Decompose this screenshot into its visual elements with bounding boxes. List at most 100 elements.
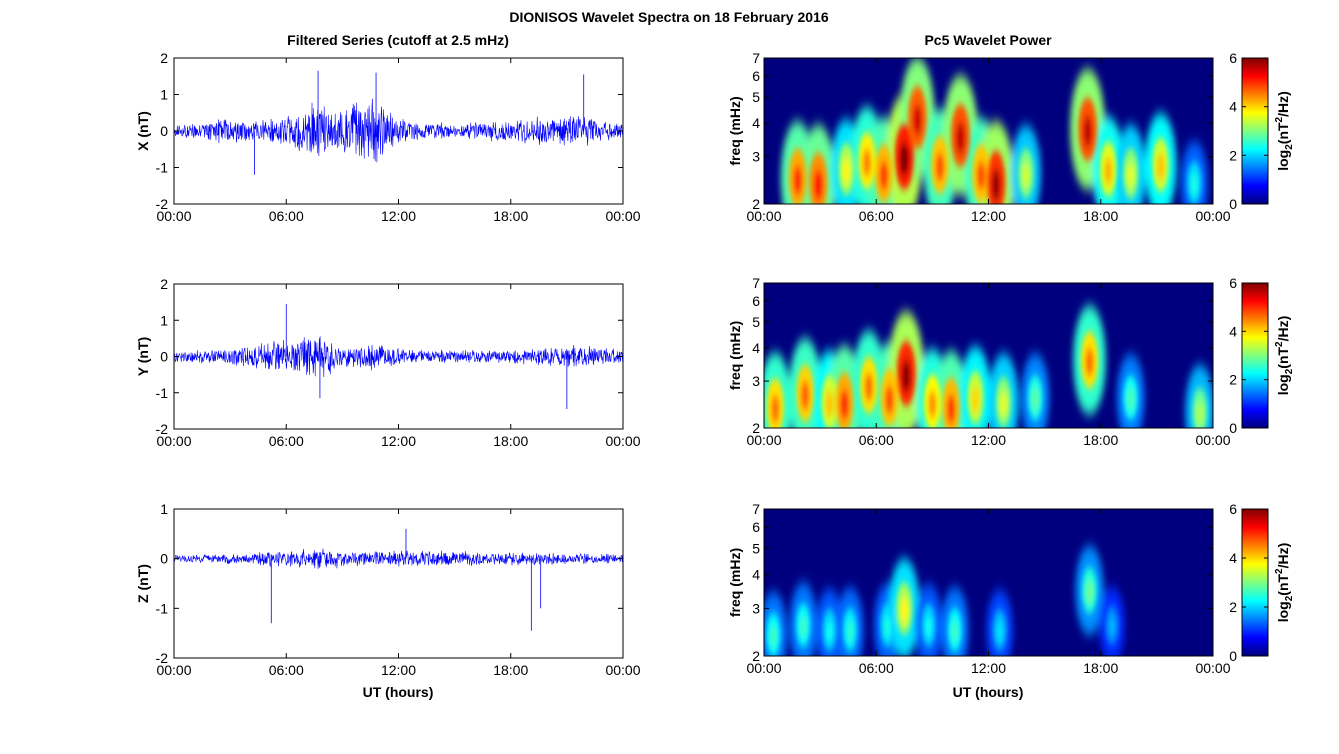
colorbar-tick-label: 2	[1229, 372, 1237, 388]
x-tick-label: 00:00	[605, 662, 640, 678]
y-tick-label: 0	[160, 551, 168, 567]
y-axis-label: Z (nT)	[135, 564, 151, 603]
power-peak	[825, 390, 834, 418]
colorbar-tick-label: 0	[1229, 648, 1237, 664]
colorbar-ramp	[1241, 282, 1269, 429]
x-tick-label: 00:00	[746, 660, 781, 676]
power-peak	[846, 620, 854, 643]
x-tick-label: 18:00	[493, 662, 528, 678]
x-tick-label: 06:00	[269, 662, 304, 678]
power-peak	[1196, 401, 1204, 427]
y-tick-label: 6	[752, 68, 760, 84]
colorbar-label-part: 2	[1284, 144, 1295, 150]
x-tick-label: 00:00	[605, 208, 640, 224]
y-tick-label: 5	[752, 540, 760, 556]
wavelet-map-y: 2 3 4 5 6 7 00:00 06:00 12:00 18:00 00:00 freq (mHz…	[727, 275, 1231, 448]
colorbar-tick-label: 2	[1229, 147, 1237, 163]
colorbar-ramp	[1241, 57, 1269, 205]
y-tick-label: 6	[752, 293, 760, 309]
x-tick-label: 18:00	[493, 208, 528, 224]
colorbar-label-part: (nT	[1275, 347, 1291, 369]
power-peak	[1085, 347, 1094, 377]
wavelet-power-panels: 2 3 4 5 6 7 00:00 06:00 12:00 18:00 00:00 freq (mHz…	[727, 50, 1231, 676]
colorbar-label-part: (nT	[1275, 122, 1291, 144]
y-tick-label: 3	[752, 149, 760, 165]
power-peak	[793, 165, 802, 196]
colorbar-label: log2(nT2/Hz)	[1274, 543, 1295, 623]
power-peak	[1156, 153, 1165, 181]
colorbar-label-part: 2	[1274, 568, 1285, 574]
colorbar-label-part: log	[1275, 601, 1291, 622]
y-tick-label: 7	[752, 50, 760, 66]
x-tick-label: 12:00	[381, 433, 416, 449]
x-tick-label: 06:00	[859, 432, 894, 448]
colorbar-tick-label: 0	[1229, 420, 1237, 436]
x-tick-label: 12:00	[381, 208, 416, 224]
colorbar-tick-label: 6	[1229, 50, 1237, 66]
y-tick-label: 2	[752, 648, 760, 664]
power-peak	[971, 386, 980, 414]
wavelet-map-x: 2 3 4 5 6 7 00:00 06:00 12:00 18:00 00:00 freq (mHz…	[727, 50, 1231, 224]
power-peak	[842, 157, 851, 185]
x-tick-label: 00:00	[1195, 208, 1230, 224]
y-tick-label: 3	[752, 600, 760, 616]
y-tick-label: 2	[752, 420, 760, 436]
series-trace-z	[173, 548, 624, 570]
x-tick-label: 18:00	[1083, 660, 1118, 676]
power-peak	[1104, 157, 1113, 185]
power-peak	[769, 625, 777, 648]
x-tick-label: 12:00	[971, 432, 1006, 448]
x-tick-label: 06:00	[859, 208, 894, 224]
colorbar-tick-label: 4	[1229, 550, 1237, 566]
y-tick-label: 1	[160, 501, 168, 517]
y-tick-label: 4	[752, 340, 760, 356]
power-peak	[1083, 115, 1093, 148]
y-tick-label: -1	[156, 385, 169, 401]
colorbar-tick-label: 6	[1229, 501, 1237, 517]
y-tick-label: -2	[156, 650, 169, 666]
power-peak	[801, 380, 810, 410]
colorbar-label-part: 2	[1274, 116, 1285, 122]
x-axis-label-right: UT (hours)	[953, 684, 1024, 700]
y-tick-label: 5	[752, 89, 760, 105]
colorbar-group: 0246log2(nT2/Hz)0246log2(nT2/Hz)0246log2…	[1229, 50, 1295, 664]
x-tick-label: 06:00	[859, 660, 894, 676]
power-peak	[879, 160, 888, 191]
x-tick-label: 18:00	[493, 433, 528, 449]
x-tick-label: 12:00	[971, 660, 1006, 676]
colorbar-tick-label: 6	[1229, 275, 1237, 291]
y-tick-label: 5	[752, 314, 760, 330]
x-tick-label: 06:00	[269, 208, 304, 224]
y-tick-label: -1	[156, 160, 169, 176]
series-trace-x	[173, 98, 624, 163]
power-peak	[996, 620, 1004, 642]
power-peak	[1085, 580, 1094, 604]
map-image	[764, 509, 1213, 656]
colorbar-label: log2(nT2/Hz)	[1274, 91, 1295, 171]
y-tick-label: 2	[752, 196, 760, 212]
colorbar-label-part: 2	[1284, 368, 1295, 374]
power-peak	[864, 372, 873, 402]
colorbar-label-part: /Hz)	[1275, 543, 1291, 569]
power-peak	[826, 620, 833, 643]
power-peak	[813, 169, 823, 201]
y-tick-label: 7	[752, 275, 760, 291]
power-peak	[799, 615, 807, 639]
colorbar-tick-label: 4	[1229, 99, 1237, 115]
power-peak	[951, 620, 959, 643]
map-core-layer	[766, 331, 1208, 428]
colorbar-label-part: log	[1275, 150, 1291, 171]
y-axis-label: freq (mHz)	[727, 96, 743, 165]
y-axis-label: freq (mHz)	[727, 321, 743, 390]
plot-area	[174, 509, 623, 658]
colorbar-tick-label: 4	[1229, 323, 1237, 339]
colorbar-label-part: (nT	[1275, 574, 1291, 596]
colorbar-label-part: /Hz)	[1275, 316, 1291, 342]
y-tick-label: 1	[160, 312, 168, 328]
y-axis-label: freq (mHz)	[727, 548, 743, 617]
power-peak	[1022, 162, 1030, 188]
